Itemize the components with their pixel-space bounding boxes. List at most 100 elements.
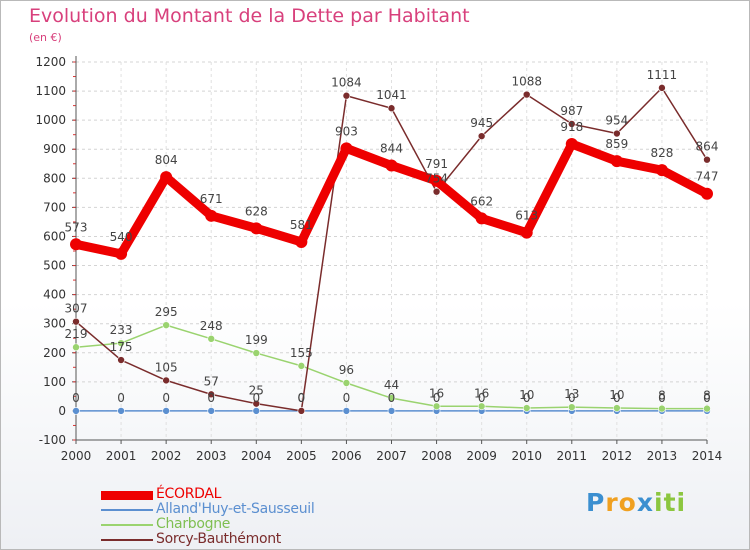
data-label-sorcy: 57 [204,374,219,388]
data-label-sorcy: 864 [696,140,719,154]
data-label-ecordal: 662 [470,194,493,208]
proxiti-logo: Proxiti [586,488,686,517]
data-point-charbogne [162,321,170,329]
data-label-allandhuy: 0 [478,391,486,405]
data-point-sorcy [432,187,441,196]
data-label-charbogne: 295 [155,305,178,319]
data-label-allandhuy: 0 [613,391,621,405]
data-label-charbogne: 8 [658,389,666,403]
data-label-sorcy: 1041 [376,88,407,102]
series-ecordal [70,137,713,260]
data-label-sorcy: 1084 [331,76,362,90]
data-label-sorcy: 754 [425,172,448,186]
data-point-ecordal [565,137,578,150]
data-label-ecordal: 791 [425,157,448,171]
data-point-ecordal [475,212,488,225]
data-label-allandhuy: 0 [252,391,260,405]
x-tick-label: 2012 [602,449,633,463]
data-label-ecordal: 628 [245,204,268,218]
legend-swatch-charbogne [101,524,153,526]
data-label-charbogne: 96 [339,363,354,377]
data-point-ecordal [701,187,713,200]
data-label-allandhuy: 0 [703,391,711,405]
data-point-ecordal [160,171,173,184]
x-tick-label: 2006 [331,449,362,463]
data-label-allandhuy: 0 [343,391,351,405]
data-point-charbogne [252,349,261,357]
data-point-charbogne [522,404,531,412]
legend-label-allandhuy: Alland'Huy-et-Sausseuil [156,501,315,517]
y-tick-label: 700 [43,200,66,214]
data-point-allandhuy [162,407,170,415]
data-label-allandhuy: 0 [72,391,80,405]
data-label-allandhuy: 0 [117,391,125,405]
data-point-allandhuy [387,407,396,415]
data-label-charbogne: 44 [384,378,399,392]
legend-label-charbogne: Charbogne [156,516,231,532]
data-point-charbogne [703,404,711,413]
data-label-charbogne: 16 [474,386,489,400]
logo-letter: x [636,488,654,517]
y-tick-label: 400 [43,288,66,302]
y-tick-label: -100 [39,433,66,447]
data-label-charbogne: 248 [200,319,223,333]
data-label-allandhuy: 0 [162,391,170,405]
data-point-ecordal [70,238,82,251]
data-label-sorcy: 25 [249,384,264,398]
data-point-sorcy [252,399,261,408]
data-label-sorcy: 105 [155,360,178,374]
data-point-sorcy [658,84,666,92]
data-point-ecordal [430,174,443,187]
x-tick-label: 2011 [557,449,588,463]
data-point-sorcy [72,317,80,326]
data-label-ecordal: 573 [65,220,88,234]
data-label-sorcy: 1088 [511,75,542,89]
data-label-charbogne: 8 [703,389,711,403]
data-label-sorcy: 0 [298,391,306,405]
y-tick-label: 800 [43,171,66,185]
y-tick-label: 500 [43,259,66,273]
data-label-charbogne: 10 [609,388,624,402]
data-label-allandhuy: 0 [433,391,441,405]
x-tick-label: 2008 [421,449,452,463]
y-tick-label: 1100 [35,84,66,98]
data-point-sorcy [162,376,170,385]
data-label-charbogne: 13 [564,387,579,401]
data-point-charbogne [297,362,306,370]
data-point-sorcy [703,155,711,164]
data-point-charbogne [387,394,396,402]
data-point-allandhuy [72,407,80,415]
data-label-allandhuy: 0 [523,391,531,405]
data-point-charbogne [432,402,441,411]
series-sorcy [72,84,711,415]
data-label-ecordal: 828 [650,146,673,160]
logo-letter: r [605,488,619,517]
data-label-ecordal: 613 [515,209,538,223]
data-point-charbogne [613,404,621,412]
x-tick-label: 2014 [692,449,723,463]
data-label-sorcy: 1111 [647,68,678,82]
legend-swatch-sorcy [101,539,153,541]
data-point-sorcy [342,91,351,100]
data-label-sorcy: 307 [65,302,88,316]
data-point-ecordal [295,235,308,248]
data-label-charbogne: 199 [245,333,268,347]
x-tick-label: 2009 [466,449,497,463]
data-point-sorcy [117,356,125,364]
data-point-sorcy [297,407,306,415]
data-point-charbogne [207,335,216,343]
data-point-ecordal [610,155,623,168]
data-label-sorcy: 945 [470,116,493,130]
x-tick-label: 2010 [511,449,542,463]
data-point-allandhuy [207,407,216,415]
legend-label-sorcy: Sorcy-Bauthémont [156,531,281,547]
data-label-sorcy: 987 [560,104,583,118]
data-label-ecordal: 859 [605,137,628,151]
data-point-ecordal [385,159,398,172]
data-point-charbogne [567,403,576,411]
line-chart: -100010020030040050060070080090010001100… [35,55,723,463]
data-point-allandhuy [252,407,261,415]
data-label-ecordal: 747 [696,170,719,184]
y-tick-label: 100 [43,375,66,389]
